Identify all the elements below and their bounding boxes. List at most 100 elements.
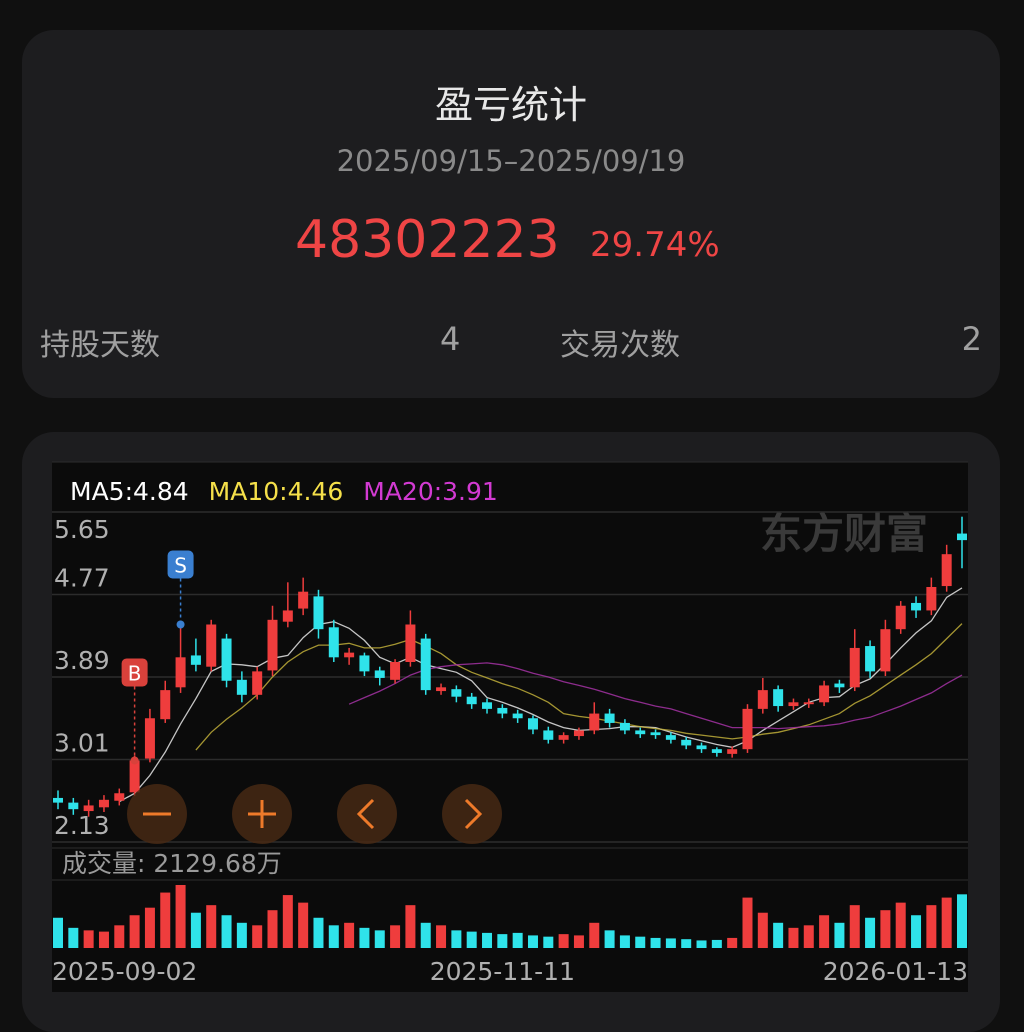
- candle-body: [788, 702, 799, 707]
- candle-body: [420, 638, 431, 691]
- candle-body: [359, 655, 370, 672]
- volume-bar: [635, 936, 646, 948]
- candle-body: [819, 685, 830, 703]
- chart-bg: [52, 462, 968, 992]
- candle-body: [328, 627, 339, 658]
- volume-bar: [819, 915, 830, 948]
- stat-label: 交易次数: [560, 328, 680, 363]
- candle-body: [129, 760, 140, 793]
- candle-body: [436, 687, 447, 692]
- candle-body: [941, 554, 952, 587]
- volume-bar: [267, 910, 278, 948]
- candle-body: [298, 591, 309, 609]
- candle-body: [313, 596, 324, 630]
- profit: 48302223: [295, 210, 560, 270]
- volume-bar: [527, 935, 538, 948]
- icon: [464, 798, 483, 830]
- prev-button[interactable]: [337, 784, 397, 844]
- candle-body: [252, 671, 263, 695]
- ma-legend: MA20:3.91: [363, 477, 498, 506]
- volume-bar: [390, 925, 401, 948]
- title: 盈亏统计: [434, 83, 587, 127]
- volume-bar: [313, 917, 324, 948]
- volume-bar: [68, 927, 79, 948]
- ma-legend: MA10:4.46: [209, 477, 344, 506]
- volume-bar: [497, 934, 508, 948]
- volume-bar: [466, 931, 477, 948]
- stat-label: 持股天数: [40, 328, 160, 363]
- volume-bar: [451, 930, 462, 948]
- candle-body: [405, 624, 416, 662]
- candle-body: [849, 647, 860, 688]
- candle-body: [543, 730, 554, 740]
- candle-body: [773, 689, 784, 707]
- volume-bar: [129, 915, 140, 948]
- x-tick-label: 2025-09-02: [52, 957, 197, 986]
- chart: 东方财富 2.13 3.01 3.89 4.77 5.65 MA5:4.84 MA10:4.…: [52, 461, 968, 992]
- candle-body: [236, 679, 247, 695]
- volume-bar: [558, 934, 569, 948]
- candle-body: [466, 696, 477, 705]
- candle-body: [83, 805, 94, 812]
- candle-body: [451, 689, 462, 697]
- volume-bar: [696, 940, 707, 948]
- volume-bar: [436, 925, 447, 948]
- volume-bar: [926, 905, 937, 948]
- volume-bar: [880, 910, 891, 948]
- next-button[interactable]: [442, 784, 502, 844]
- volume-bar: [344, 922, 355, 948]
- volume-bar: [359, 927, 370, 948]
- volume-bar: [727, 937, 738, 948]
- stat-value: 2: [961, 320, 982, 358]
- ma-legend: MA5:4.84: [70, 477, 189, 506]
- y-tick-label: 5.65: [54, 515, 110, 544]
- candle-body: [803, 702, 814, 705]
- volume-bar: [328, 925, 339, 948]
- volume-bar: [298, 902, 309, 948]
- volume-bar: [221, 915, 232, 948]
- candle-body: [711, 749, 722, 753]
- candle-body: [895, 605, 906, 630]
- summary-card: 盈亏统计 2025/09/15–2025/09/19 48302223 29.7…: [22, 30, 1000, 398]
- volume-bar: [941, 897, 952, 948]
- candle-body: [865, 646, 876, 672]
- volume-bar: [803, 925, 814, 948]
- candle-body: [635, 730, 646, 735]
- volume-bar: [144, 907, 155, 948]
- controls: [127, 784, 502, 844]
- volume-bar: [543, 936, 554, 948]
- volume-bar: [650, 937, 661, 948]
- trade-label: S: [174, 554, 187, 578]
- volume-bar: [98, 931, 109, 948]
- candle-body: [160, 690, 171, 720]
- candle-body: [190, 655, 201, 665]
- candle-body: [926, 587, 937, 611]
- candle-body: [221, 638, 232, 681]
- period: 2025/09/15–2025/09/19: [336, 144, 686, 178]
- volume-bar: [83, 930, 94, 948]
- volume-bar: [911, 915, 922, 948]
- candle-body: [880, 629, 891, 672]
- volume-label: 成交量: 2129.68万: [62, 849, 282, 878]
- candle-body: [957, 533, 967, 541]
- volume-bar: [865, 917, 876, 948]
- candle-body: [68, 802, 79, 810]
- volume-bar: [573, 935, 584, 948]
- trade-dot: [130, 756, 139, 765]
- icon: [248, 800, 276, 828]
- volume-bar: [957, 894, 967, 948]
- volume-bar: [757, 912, 768, 948]
- volume-bar: [895, 902, 906, 948]
- volume-bar: [282, 895, 293, 948]
- candle-body: [527, 718, 538, 730]
- trade-badge: [167, 550, 194, 579]
- icon: [356, 798, 375, 830]
- candle-body: [681, 739, 692, 746]
- volume-bar: [834, 922, 845, 948]
- candle-body: [604, 713, 615, 723]
- volume-bar: [420, 922, 431, 948]
- candle-body: [482, 702, 493, 709]
- volume-bar: [53, 917, 63, 948]
- y-tick-label: 3.01: [54, 729, 110, 758]
- candle-body: [98, 799, 109, 808]
